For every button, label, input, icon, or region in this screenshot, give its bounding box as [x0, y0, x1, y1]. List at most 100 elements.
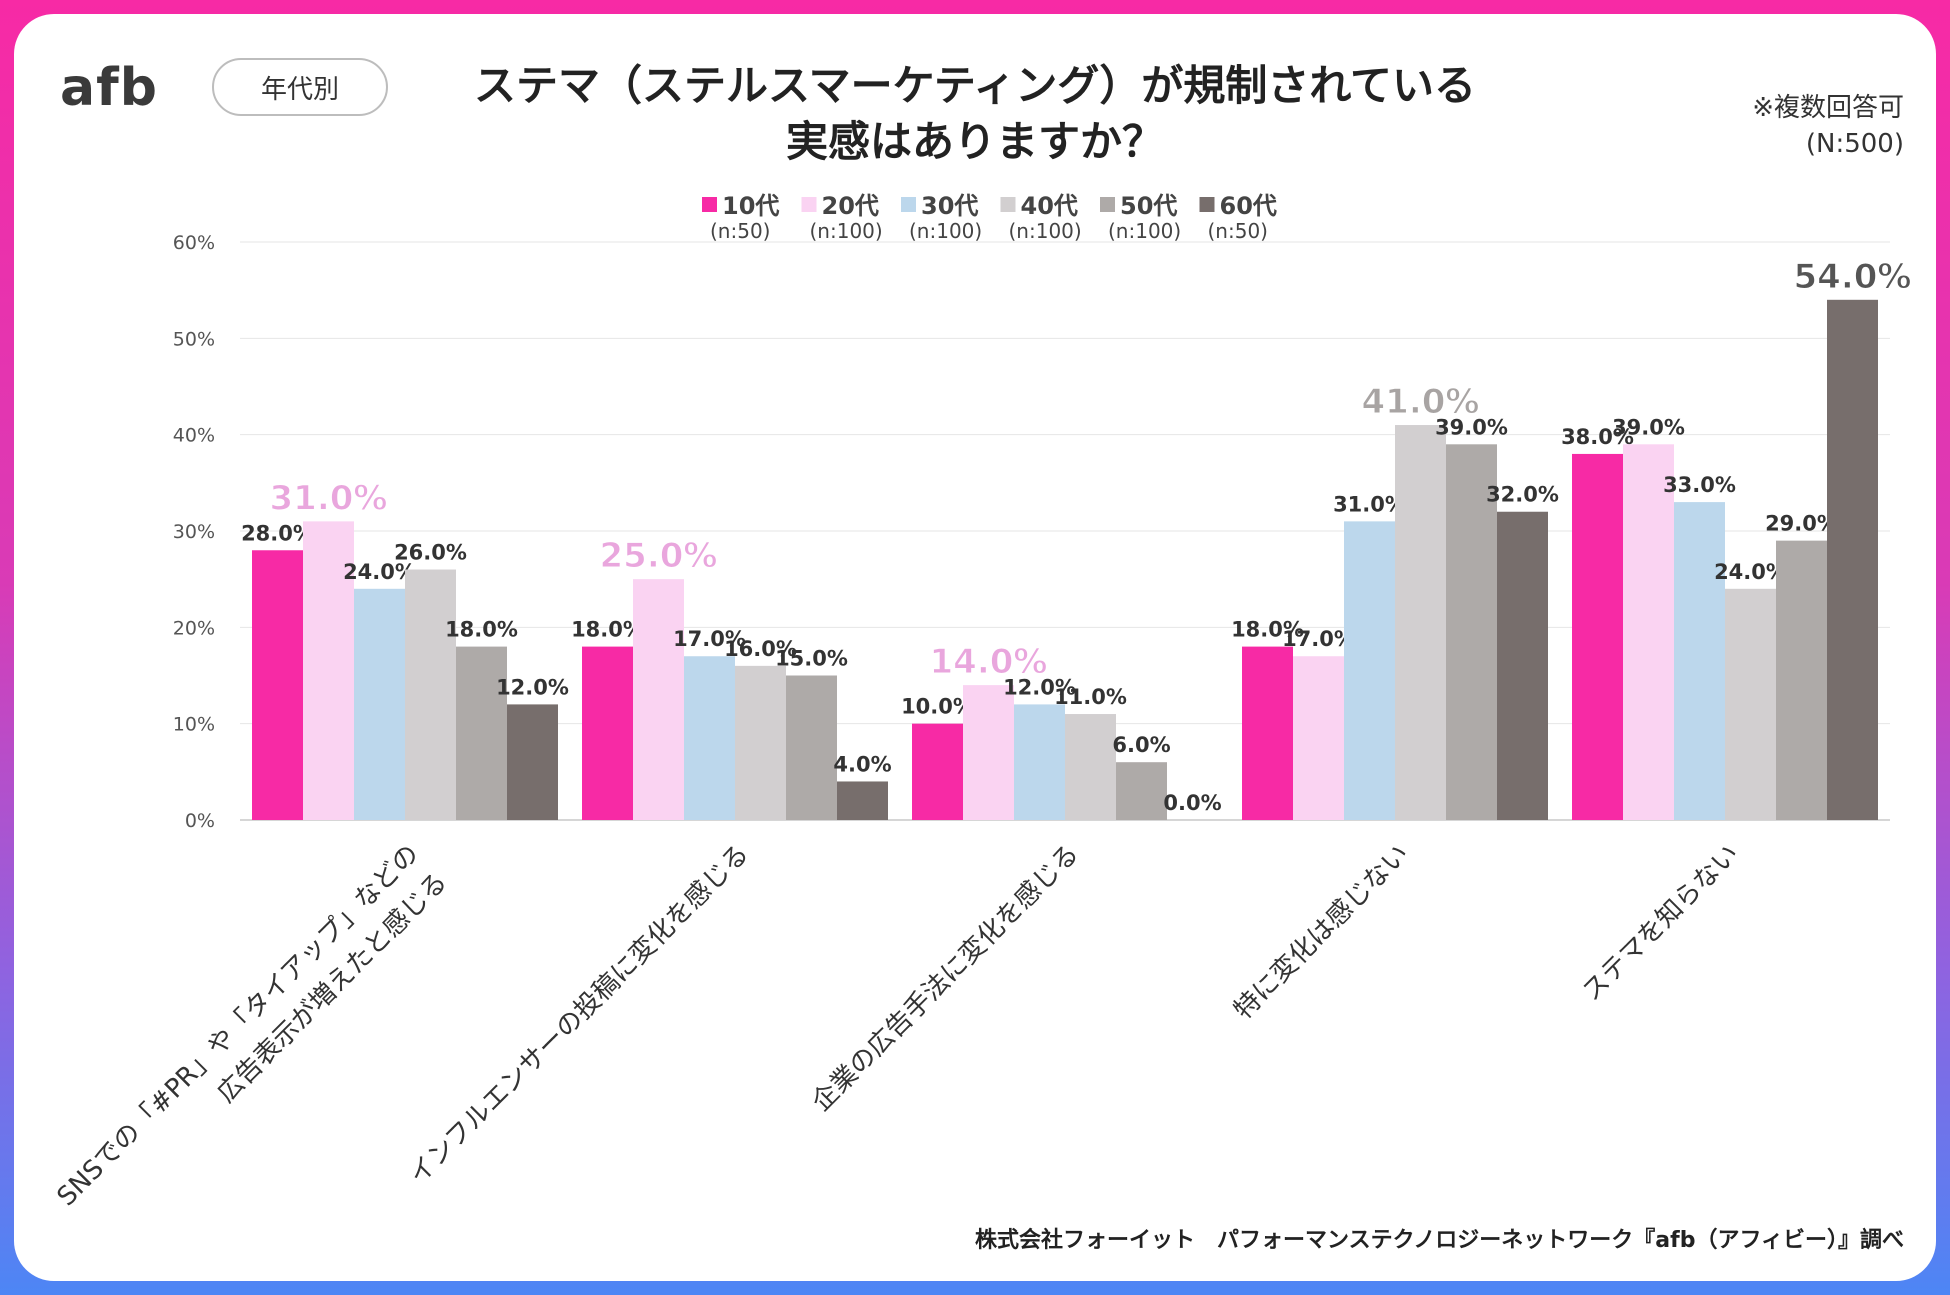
category-label-line: 広告表示が増えたと感じる [211, 867, 453, 1109]
afb-logo: afb [60, 58, 158, 118]
bar [963, 685, 1014, 820]
bar [633, 579, 684, 820]
legend-label: 50代 [1120, 192, 1177, 220]
legend-label: 30代 [921, 192, 978, 220]
y-tick-label: 20% [173, 617, 215, 639]
data-label: 0.0% [1163, 791, 1221, 815]
bar [582, 646, 633, 820]
bar [1674, 502, 1725, 820]
legend-swatch [1000, 197, 1016, 212]
data-label: 4.0% [833, 752, 891, 776]
bar [1572, 453, 1623, 820]
bar [1497, 511, 1548, 820]
data-label: 6.0% [1112, 733, 1170, 757]
y-tick-label: 0% [185, 810, 215, 832]
data-label-highlight: 31.0% [270, 478, 388, 518]
data-label: 33.0% [1663, 473, 1736, 497]
bar [1395, 425, 1446, 820]
page-title: ステマ（ステルスマーケティング）が規制されている 実感はありますか？ [400, 58, 1550, 170]
source-credit: 株式会社フォーイット パフォーマンステクノロジーネットワーク『afb（アフィビー… [975, 1228, 1904, 1253]
data-label: 39.0% [1612, 415, 1685, 439]
category-label: ステマを知らない [1577, 839, 1745, 1007]
bar [354, 588, 405, 820]
data-label: 24.0% [1714, 560, 1787, 584]
bar [456, 646, 507, 820]
category-label: インフルエンサーの投稿に変化を感じる [403, 839, 755, 1191]
bar [912, 723, 963, 820]
y-tick-label: 10% [173, 714, 215, 736]
data-label: 18.0% [1231, 618, 1304, 642]
bar [1242, 646, 1293, 820]
legend-swatch [901, 197, 916, 212]
data-label: 16.0% [724, 637, 797, 661]
data-label-highlight: 41.0% [1362, 382, 1480, 422]
data-label: 28.0% [241, 521, 314, 545]
data-label: 17.0% [1282, 627, 1355, 651]
bar [1344, 521, 1395, 820]
data-label: 18.0% [445, 618, 518, 642]
category-label-line: 特に変化は感じない [1228, 839, 1415, 1026]
legend-sample-size: (n:100) [1009, 219, 1082, 243]
data-label: 10.0% [901, 695, 974, 719]
bar [1065, 714, 1116, 820]
data-label: 15.0% [775, 647, 848, 671]
bar [1446, 444, 1497, 820]
data-label: 17.0% [673, 627, 746, 651]
bar [405, 569, 456, 820]
y-tick-label: 40% [173, 425, 215, 447]
data-label: 18.0% [571, 618, 644, 642]
data-label: 12.0% [496, 675, 569, 699]
data-label: 24.0% [343, 560, 416, 584]
category-label-line: SNSでの「#PR」や「タイアップ」などの [52, 839, 425, 1212]
bar [1827, 299, 1878, 820]
bar [684, 656, 735, 820]
legend-swatch [1100, 197, 1115, 212]
legend-sample-size: (n:50) [1208, 219, 1268, 243]
bar [1293, 656, 1344, 820]
title-line-1: ステマ（ステルスマーケティング）が規制されている [473, 61, 1477, 110]
legend-label: 20代 [822, 192, 879, 220]
y-tick-label: 60% [173, 232, 215, 254]
note-multiple-answers: ※複数回答可 [1752, 93, 1904, 123]
legend-sample-size: (n:50) [710, 219, 770, 243]
data-label: 38.0% [1561, 425, 1634, 449]
legend-swatch [702, 197, 717, 212]
title-line-2: 実感はありますか？ [785, 117, 1164, 166]
legend-label: 10代 [722, 192, 779, 220]
legend-sample-size: (n:100) [810, 219, 883, 243]
bar [735, 665, 786, 820]
category-label-line: 企業の広告手法に変化を感じる [806, 839, 1085, 1118]
data-label: 12.0% [1003, 675, 1076, 699]
segment-tag: 年代別 [212, 58, 388, 116]
category-label-line: ステマを知らない [1577, 839, 1745, 1007]
note-sample-size: (N:500) [1805, 129, 1904, 159]
bar [1725, 588, 1776, 820]
legend-label: 60代 [1220, 192, 1277, 220]
legend-swatch [1199, 197, 1215, 212]
data-label-highlight: 25.0% [600, 536, 718, 576]
legend-swatch [801, 197, 817, 212]
bar [1116, 762, 1167, 820]
data-label: 26.0% [394, 541, 467, 565]
bar [303, 521, 354, 820]
data-label-highlight: 14.0% [930, 642, 1048, 682]
category-label-line: インフルエンサーの投稿に変化を感じる [403, 839, 755, 1191]
bar [1014, 704, 1065, 820]
survey-note: ※複数回答可 (N:500) [1752, 90, 1904, 162]
bar [507, 704, 558, 820]
legend-label: 40代 [1021, 192, 1078, 220]
segment-tag-label: 年代別 [260, 74, 339, 105]
bar [1623, 444, 1674, 820]
category-label: 企業の広告手法に変化を感じる [806, 839, 1085, 1118]
bar [1776, 540, 1827, 820]
data-label: 29.0% [1765, 512, 1838, 536]
data-label: 11.0% [1054, 685, 1127, 709]
y-tick-label: 30% [173, 521, 215, 543]
data-label-highlight: 54.0% [1794, 257, 1912, 297]
bar [837, 781, 888, 820]
bar [786, 675, 837, 820]
legend-sample-size: (n:100) [1108, 219, 1181, 243]
data-label: 32.0% [1486, 483, 1559, 507]
